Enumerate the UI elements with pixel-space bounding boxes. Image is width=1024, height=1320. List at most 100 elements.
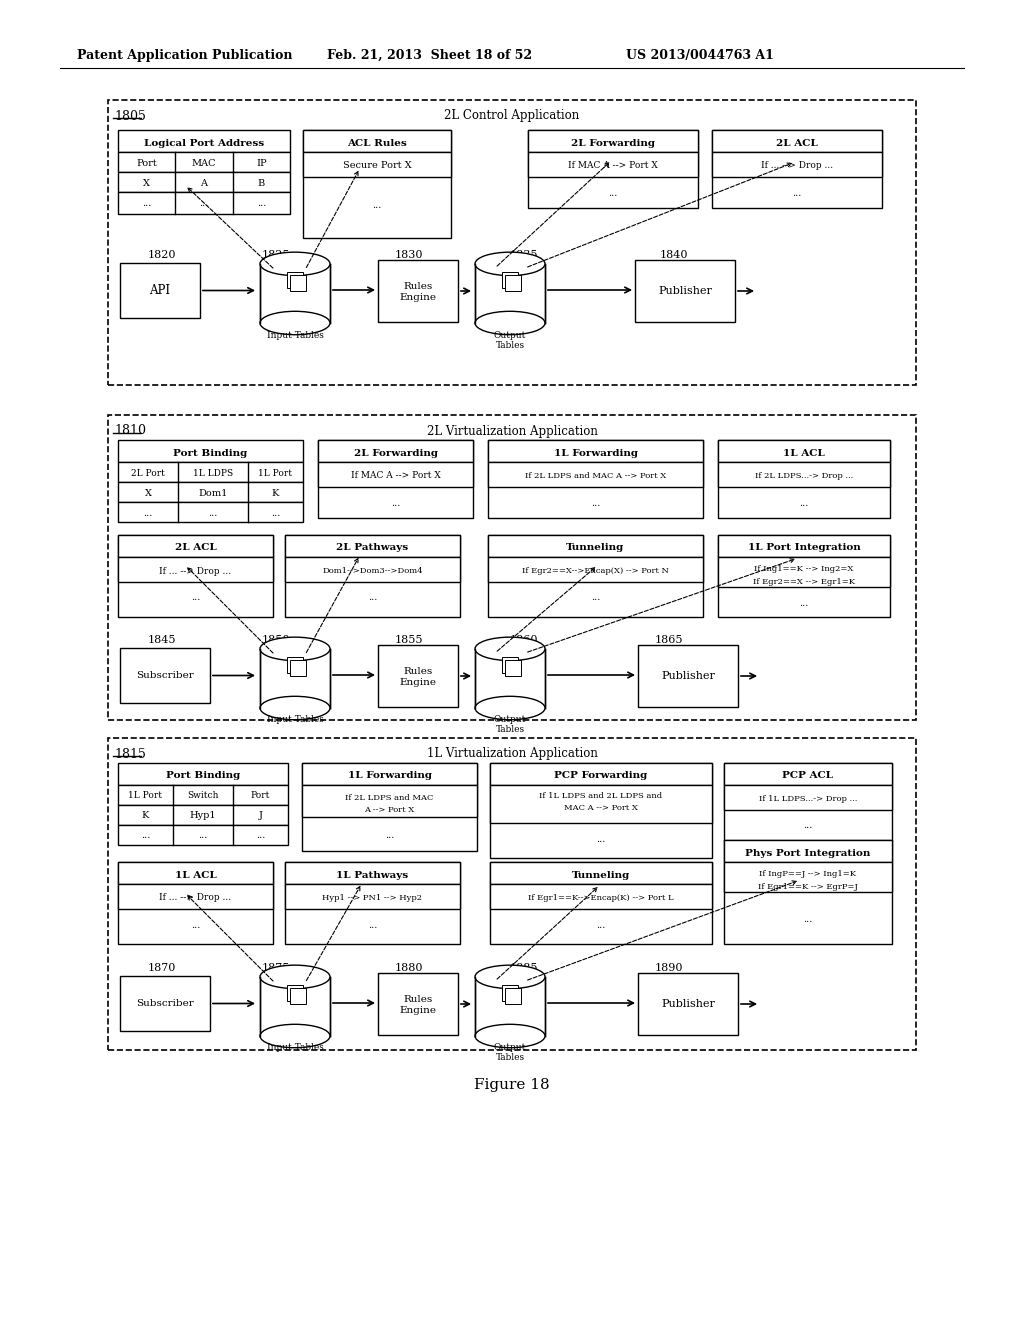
Text: K: K — [141, 812, 150, 821]
Text: Port Binding: Port Binding — [166, 771, 240, 780]
Text: 1L Pathways: 1L Pathways — [337, 870, 409, 879]
Text: ...: ... — [368, 594, 377, 602]
Bar — [260, 655, 330, 708]
Bar — [285, 884, 460, 909]
Ellipse shape — [475, 312, 545, 335]
Text: Rules
Engine: Rules Engine — [399, 282, 436, 302]
Bar — [718, 535, 890, 616]
Bar — [287, 272, 303, 288]
Text: Tunneling: Tunneling — [566, 544, 625, 553]
Bar — [318, 462, 473, 487]
Bar — [108, 738, 916, 1049]
Text: Phys Port Integration: Phys Port Integration — [745, 849, 870, 858]
Bar — [285, 535, 460, 557]
Text: 1L Port: 1L Port — [128, 792, 163, 800]
Text: A: A — [201, 178, 208, 187]
Bar — [712, 129, 882, 209]
Bar — [528, 152, 698, 177]
Text: Subscriber: Subscriber — [136, 671, 194, 680]
Text: K: K — [271, 488, 280, 498]
Bar — [260, 982, 330, 1036]
Text: ...: ... — [270, 508, 281, 517]
Text: If ... --> Drop ...: If ... --> Drop ... — [761, 161, 834, 170]
Text: 1L ACL: 1L ACL — [175, 870, 216, 879]
Bar — [490, 862, 712, 884]
Text: Tables: Tables — [496, 726, 524, 734]
Text: If Egr2==X --> Egr1=K: If Egr2==X --> Egr1=K — [753, 578, 855, 586]
Text: ...: ... — [368, 920, 377, 929]
Text: ...: ... — [142, 199, 152, 209]
Ellipse shape — [260, 697, 330, 719]
Text: Publisher: Publisher — [662, 999, 715, 1008]
Text: Subscriber: Subscriber — [136, 999, 194, 1008]
Bar — [118, 129, 290, 152]
Text: ...: ... — [608, 189, 617, 198]
Bar — [303, 152, 451, 177]
Bar — [120, 975, 210, 1031]
Text: X: X — [144, 488, 152, 498]
Ellipse shape — [475, 1024, 545, 1048]
Bar — [302, 763, 477, 785]
Bar — [290, 660, 306, 676]
Text: 2L Pathways: 2L Pathways — [337, 544, 409, 553]
Bar — [302, 763, 477, 851]
Text: Input Tables: Input Tables — [266, 715, 324, 725]
Text: ...: ... — [596, 834, 605, 843]
Bar — [285, 862, 460, 944]
Bar — [118, 440, 303, 462]
Text: IP: IP — [256, 158, 266, 168]
Bar — [724, 785, 892, 810]
Bar — [502, 272, 518, 288]
Text: ...: ... — [200, 199, 209, 209]
Text: Feb. 21, 2013  Sheet 18 of 52: Feb. 21, 2013 Sheet 18 of 52 — [328, 49, 532, 62]
Ellipse shape — [475, 697, 545, 719]
Bar — [287, 657, 303, 673]
Bar — [718, 440, 890, 517]
Text: Switch: Switch — [187, 792, 219, 800]
Bar — [303, 129, 451, 238]
Bar — [528, 129, 698, 209]
Text: 1825: 1825 — [262, 249, 291, 260]
Text: PCP Forwarding: PCP Forwarding — [554, 771, 647, 780]
Bar — [724, 840, 892, 944]
Bar — [488, 462, 703, 487]
Bar — [318, 440, 473, 462]
Text: 1L ACL: 1L ACL — [783, 449, 825, 458]
Text: A --> Port X: A --> Port X — [365, 807, 415, 814]
Text: 1870: 1870 — [148, 964, 176, 973]
Text: If MAC A --> Port X: If MAC A --> Port X — [568, 161, 657, 170]
Text: 1810: 1810 — [114, 425, 146, 437]
Text: 1820: 1820 — [148, 249, 176, 260]
Ellipse shape — [475, 638, 545, 660]
Text: Rules
Engine: Rules Engine — [399, 995, 436, 1015]
Text: Tunneling: Tunneling — [571, 870, 630, 879]
Bar — [118, 462, 303, 482]
Text: 2L Forwarding: 2L Forwarding — [571, 139, 655, 148]
Text: Dom1: Dom1 — [199, 488, 227, 498]
Text: ACL Rules: ACL Rules — [347, 139, 407, 148]
Bar — [118, 535, 273, 557]
Text: Input Tables: Input Tables — [266, 330, 324, 339]
Text: 1865: 1865 — [655, 635, 683, 645]
Bar — [635, 260, 735, 322]
Text: MAC A --> Port X: MAC A --> Port X — [564, 804, 638, 812]
Text: 1830: 1830 — [395, 249, 424, 260]
Text: ...: ... — [208, 508, 218, 517]
Text: If IngP==J --> Ing1=K: If IngP==J --> Ing1=K — [760, 870, 856, 878]
Text: Logical Port Address: Logical Port Address — [144, 139, 264, 148]
Text: Input Tables: Input Tables — [266, 1044, 324, 1052]
Bar — [490, 763, 712, 785]
Bar — [488, 440, 703, 462]
Bar — [118, 884, 273, 909]
Text: If 1L LDPS and 2L LDPS and: If 1L LDPS and 2L LDPS and — [540, 792, 663, 800]
Bar — [118, 862, 273, 944]
Text: 1L LDPS: 1L LDPS — [193, 469, 233, 478]
Text: ...: ... — [596, 920, 605, 929]
Bar — [260, 269, 330, 323]
Text: If ... --> Drop ...: If ... --> Drop ... — [160, 566, 231, 576]
Text: 1L Forwarding: 1L Forwarding — [554, 449, 638, 458]
Bar — [378, 973, 458, 1035]
Bar — [490, 785, 712, 822]
Text: Publisher: Publisher — [658, 286, 712, 296]
Ellipse shape — [260, 312, 330, 335]
